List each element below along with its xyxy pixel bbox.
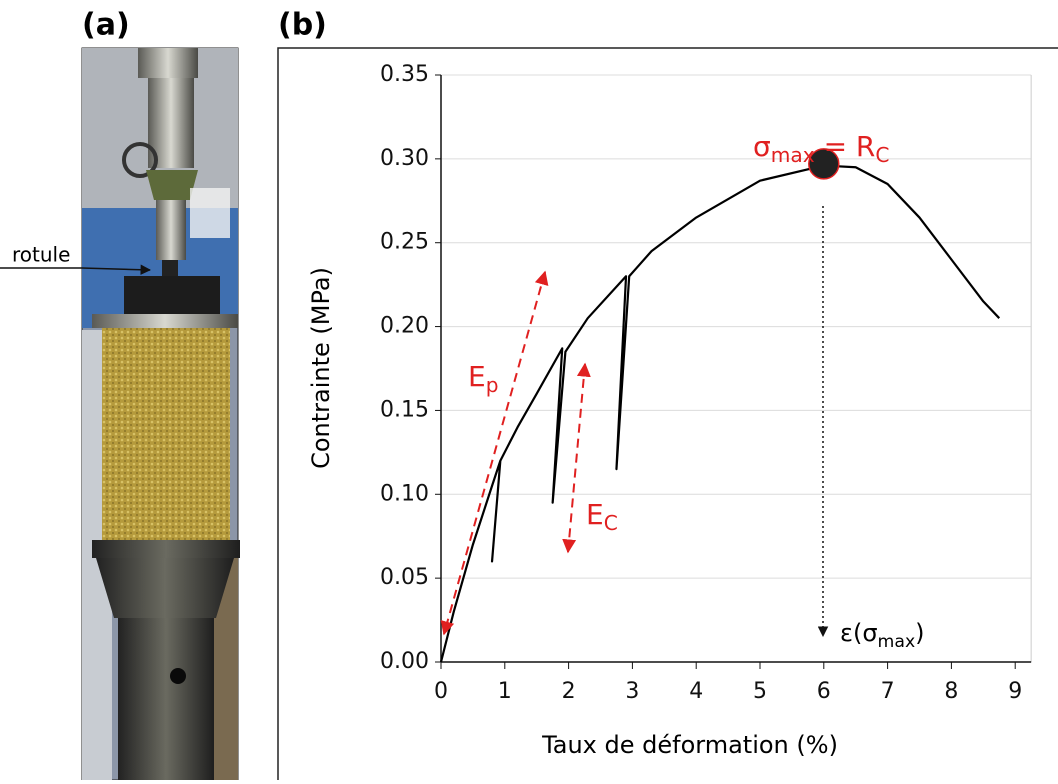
y-tick-label: 0.05 xyxy=(380,565,429,590)
y-tick-label: 0.35 xyxy=(380,62,429,87)
x-tick-label: 5 xyxy=(753,679,767,704)
y-tick-label: 0.30 xyxy=(380,146,429,171)
ec-label: EC xyxy=(586,498,618,535)
subscript: p xyxy=(486,373,499,397)
x-tick-label: 2 xyxy=(562,679,576,704)
peak-label: σmax = RC xyxy=(753,130,889,167)
ep-label: Ep xyxy=(468,360,499,397)
y-tick-label: 0.10 xyxy=(380,481,429,506)
x-tick-label: 7 xyxy=(881,679,895,704)
y-tick-label: 0.20 xyxy=(380,314,429,339)
subscript: C xyxy=(604,511,618,535)
panel-frame xyxy=(277,47,1058,780)
photo-label: rotule xyxy=(12,243,70,267)
y-tick-label: 0.00 xyxy=(380,649,429,674)
photo xyxy=(81,47,240,781)
x-axis-label: Taux de déformation (%) xyxy=(541,731,838,759)
strain-label: ε(σmax) xyxy=(840,619,925,652)
annotation-text: σ xyxy=(753,130,771,163)
x-tick-label: 9 xyxy=(1008,679,1022,704)
x-tick-label: 8 xyxy=(944,679,958,704)
annotation-text: ε(σ xyxy=(840,619,878,647)
subscript: C xyxy=(875,143,889,167)
subscript: max xyxy=(771,143,815,167)
panel-label: (b) xyxy=(278,8,327,43)
annotation-text: E xyxy=(586,498,604,531)
x-tick-label: 3 xyxy=(625,679,639,704)
annotation-text: = R xyxy=(815,130,876,163)
x-tick-label: 6 xyxy=(817,679,831,704)
x-tick-label: 1 xyxy=(498,679,512,704)
subscript: max xyxy=(878,632,916,652)
y-tick-label: 0.15 xyxy=(380,397,429,422)
label-arrow xyxy=(81,264,152,275)
annotation-text: ) xyxy=(915,619,924,647)
y-axis-label: Contrainte (MPa) xyxy=(307,267,335,469)
annotation-text: E xyxy=(468,360,486,393)
x-tick-label: 4 xyxy=(689,679,703,704)
ec-arrow xyxy=(562,362,591,554)
y-tick-label: 0.25 xyxy=(380,230,429,255)
x-tick-label: 0 xyxy=(434,679,448,704)
peak-marker xyxy=(808,148,840,180)
line-series xyxy=(439,164,1001,663)
ep-arrow xyxy=(440,270,549,636)
panel-label: (a) xyxy=(82,8,130,43)
